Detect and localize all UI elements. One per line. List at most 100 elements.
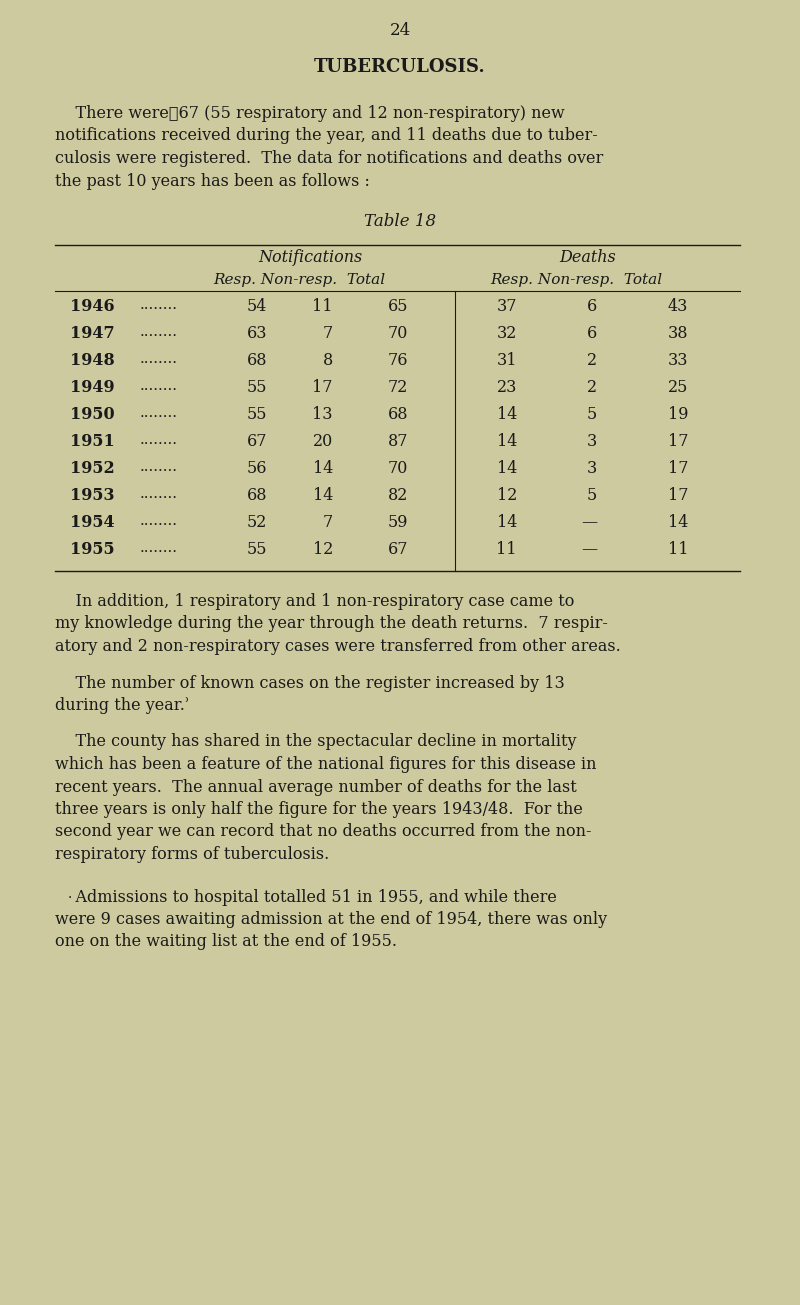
- Text: 56: 56: [246, 459, 267, 478]
- Text: 6: 6: [586, 325, 597, 342]
- Text: 76: 76: [387, 352, 408, 369]
- Text: 11: 11: [497, 542, 517, 559]
- Text: ........: ........: [140, 352, 178, 365]
- Text: 7: 7: [322, 514, 333, 531]
- Text: 5: 5: [586, 406, 597, 423]
- Text: 13: 13: [313, 406, 333, 423]
- Text: atory and 2 non-respiratory cases were transferred from other areas.: atory and 2 non-respiratory cases were t…: [55, 638, 621, 655]
- Text: 52: 52: [246, 514, 267, 531]
- Text: 8: 8: [322, 352, 333, 369]
- Text: the past 10 years has been as follows :: the past 10 years has been as follows :: [55, 172, 370, 189]
- Text: 2: 2: [587, 352, 597, 369]
- Text: 7: 7: [322, 325, 333, 342]
- Text: 17: 17: [667, 487, 688, 504]
- Text: were 9 cases awaiting admission at the end of 1954, there was only: were 9 cases awaiting admission at the e…: [55, 911, 607, 928]
- Text: 33: 33: [667, 352, 688, 369]
- Text: notifications received during the year, and 11 deaths due to tuber-: notifications received during the year, …: [55, 128, 598, 145]
- Text: one on the waiting list at the end of 1955.: one on the waiting list at the end of 19…: [55, 933, 397, 950]
- Text: 17: 17: [313, 378, 333, 395]
- Text: 1947: 1947: [70, 325, 114, 342]
- Text: 55: 55: [246, 378, 267, 395]
- Text: 59: 59: [387, 514, 408, 531]
- Text: —: —: [581, 514, 597, 531]
- Text: ........: ........: [140, 433, 178, 448]
- Text: 1946: 1946: [70, 298, 114, 315]
- Text: 55: 55: [246, 406, 267, 423]
- Text: 25: 25: [668, 378, 688, 395]
- Text: 43: 43: [668, 298, 688, 315]
- Text: .: .: [68, 886, 72, 900]
- Text: 14: 14: [497, 459, 517, 478]
- Text: 1954: 1954: [70, 514, 114, 531]
- Text: culosis were registered.  The data for notifications and deaths over: culosis were registered. The data for no…: [55, 150, 603, 167]
- Text: 24: 24: [390, 22, 410, 39]
- Text: 3: 3: [586, 433, 597, 450]
- Text: 1951: 1951: [70, 433, 114, 450]
- Text: 12: 12: [313, 542, 333, 559]
- Text: The number of known cases on the register increased by 13: The number of known cases on the registe…: [55, 675, 565, 692]
- Text: ........: ........: [140, 378, 178, 393]
- Text: 68: 68: [246, 487, 267, 504]
- Text: 11: 11: [313, 298, 333, 315]
- Text: 17: 17: [667, 459, 688, 478]
- Text: 67: 67: [246, 433, 267, 450]
- Text: 14: 14: [497, 406, 517, 423]
- Text: ........: ........: [140, 325, 178, 339]
- Text: —: —: [581, 542, 597, 559]
- Text: during the year.ʾ: during the year.ʾ: [55, 697, 190, 714]
- Text: 12: 12: [497, 487, 517, 504]
- Text: ........: ........: [140, 514, 178, 529]
- Text: 3: 3: [586, 459, 597, 478]
- Text: 1949: 1949: [70, 378, 114, 395]
- Text: my knowledge during the year through the death returns.  7 respir-: my knowledge during the year through the…: [55, 616, 608, 633]
- Text: 1953: 1953: [70, 487, 114, 504]
- Text: Admissions to hospital totalled 51 in 1955, and while there: Admissions to hospital totalled 51 in 19…: [55, 889, 557, 906]
- Text: There were⍲67 (55 respiratory and 12 non-respiratory) new: There were⍲67 (55 respiratory and 12 non…: [55, 104, 565, 121]
- Text: Notifications: Notifications: [258, 249, 362, 266]
- Text: 37: 37: [497, 298, 517, 315]
- Text: three years is only half the figure for the years 1943/48.  For the: three years is only half the figure for …: [55, 801, 583, 818]
- Text: Resp. Non-resp.  Total: Resp. Non-resp. Total: [213, 273, 385, 287]
- Text: The county has shared in the spectacular decline in mortality: The county has shared in the spectacular…: [55, 733, 577, 750]
- Text: 20: 20: [313, 433, 333, 450]
- Text: TUBERCULOSIS.: TUBERCULOSIS.: [314, 57, 486, 76]
- Text: which has been a feature of the national figures for this disease in: which has been a feature of the national…: [55, 756, 597, 773]
- Text: 1955: 1955: [70, 542, 114, 559]
- Text: 1950: 1950: [70, 406, 114, 423]
- Text: 67: 67: [387, 542, 408, 559]
- Text: 23: 23: [497, 378, 517, 395]
- Text: ........: ........: [140, 406, 178, 420]
- Text: recent years.  The annual average number of deaths for the last: recent years. The annual average number …: [55, 779, 577, 796]
- Text: 14: 14: [497, 514, 517, 531]
- Text: 32: 32: [497, 325, 517, 342]
- Text: 14: 14: [313, 459, 333, 478]
- Text: 1948: 1948: [70, 352, 114, 369]
- Text: 2: 2: [587, 378, 597, 395]
- Text: respiratory forms of tuberculosis.: respiratory forms of tuberculosis.: [55, 846, 330, 863]
- Text: Deaths: Deaths: [560, 249, 616, 266]
- Text: 1952: 1952: [70, 459, 114, 478]
- Text: 65: 65: [387, 298, 408, 315]
- Text: 31: 31: [497, 352, 517, 369]
- Text: Table 18: Table 18: [364, 213, 436, 230]
- Text: 63: 63: [246, 325, 267, 342]
- Text: 14: 14: [313, 487, 333, 504]
- Text: Resp. Non-resp.  Total: Resp. Non-resp. Total: [490, 273, 662, 287]
- Text: ........: ........: [140, 542, 178, 555]
- Text: ........: ........: [140, 487, 178, 501]
- Text: 19: 19: [667, 406, 688, 423]
- Text: 70: 70: [388, 325, 408, 342]
- Text: In addition, 1 respiratory and 1 non-respiratory case came to: In addition, 1 respiratory and 1 non-res…: [55, 592, 574, 609]
- Text: 17: 17: [667, 433, 688, 450]
- Text: 70: 70: [388, 459, 408, 478]
- Text: 87: 87: [387, 433, 408, 450]
- Text: 82: 82: [388, 487, 408, 504]
- Text: 6: 6: [586, 298, 597, 315]
- Text: ........: ........: [140, 459, 178, 474]
- Text: 68: 68: [246, 352, 267, 369]
- Text: 68: 68: [387, 406, 408, 423]
- Text: 55: 55: [246, 542, 267, 559]
- Text: 14: 14: [497, 433, 517, 450]
- Text: 14: 14: [668, 514, 688, 531]
- Text: 54: 54: [246, 298, 267, 315]
